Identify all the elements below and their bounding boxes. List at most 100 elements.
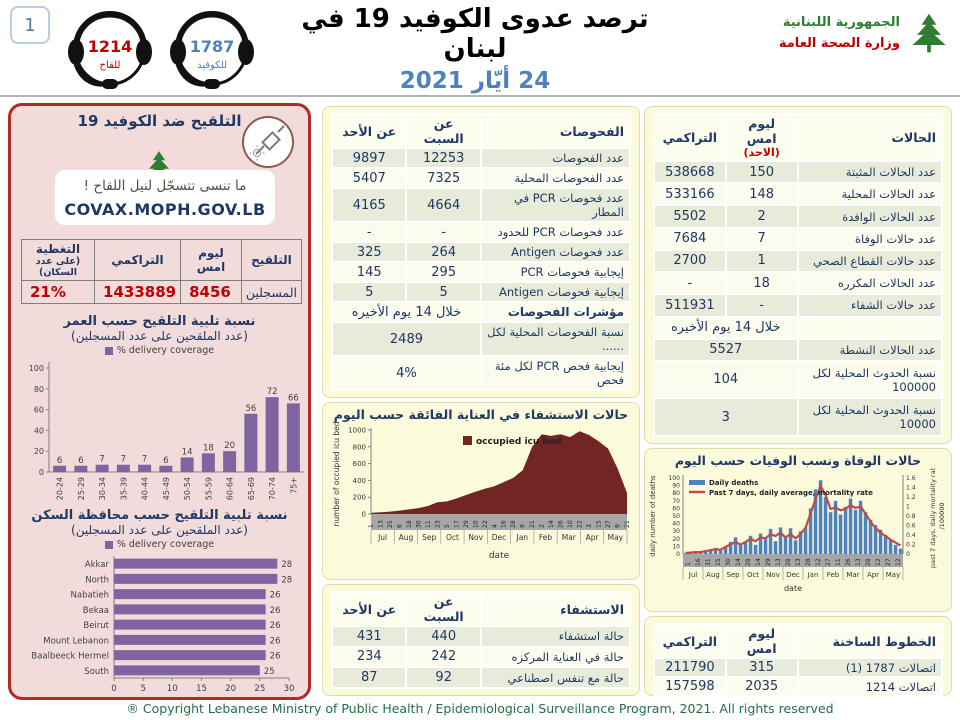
syringe-icon: [242, 116, 294, 168]
svg-text:7: 7: [99, 455, 104, 465]
headset-icon: 1787 للكوفيد: [170, 11, 254, 89]
row-label: إيجابية فحوصات Antigen: [479, 281, 632, 304]
svg-text:Sep: Sep: [726, 571, 740, 579]
svg-text:26: 26: [270, 652, 281, 662]
cases-table: الحالات ليوم امس (الاحد) التراكمي عدد الحالا…: [653, 113, 944, 437]
svg-text:Nov: Nov: [766, 571, 780, 579]
value-cell: 315: [724, 657, 799, 678]
svg-text:80: 80: [34, 385, 44, 394]
row-label: إيجابية فحوصات PCR: [479, 261, 632, 284]
svg-text:Mar: Mar: [562, 533, 577, 542]
svg-text:1.2: 1.2: [906, 494, 916, 501]
svg-text:past 7 days, daily mortality r: past 7 days, daily mortality rate: [929, 468, 937, 568]
svg-text:0.8: 0.8: [906, 513, 916, 520]
svg-text:26: 26: [270, 591, 281, 601]
bar: [244, 413, 258, 472]
tests-box: الفحوصات عن السبت عن الأحد عدد الفحوصات 1225…: [322, 106, 640, 398]
value-cell: 18: [724, 271, 799, 296]
value-cell: 234: [330, 645, 408, 669]
value-cell: 21%: [20, 280, 96, 304]
svg-text:75+: 75+: [289, 477, 298, 494]
svg-text:/100000: /100000: [938, 502, 946, 529]
hospitalization-box: الاستشفاء عن السبت عن الأحد حالة استشفاء 440…: [322, 584, 640, 696]
svg-text:6: 6: [78, 456, 83, 466]
header-cell: عن السبت: [405, 591, 482, 627]
table-row: عدد فحوصات PCR للحدود - -: [330, 220, 632, 244]
page-number: 1: [24, 14, 36, 36]
row-label: عدد الحالات المحلية: [796, 182, 944, 207]
svg-text:30-34: 30-34: [98, 477, 107, 500]
svg-text:26: 26: [558, 520, 565, 528]
cases-table: الحالات ليوم امس (الاحد) التراكمي عدد الحالا…: [653, 113, 944, 437]
header-cell: التغطية (على عدد السكان): [20, 239, 96, 281]
svg-text:Daily deaths: Daily deaths: [709, 479, 758, 487]
svg-text:date: date: [489, 551, 510, 561]
svg-text:4: 4: [491, 524, 498, 528]
bar: [223, 451, 237, 472]
svg-text:28: 28: [510, 520, 517, 528]
svg-text:12: 12: [875, 558, 882, 566]
mortality-line: [685, 483, 902, 555]
row-label: [796, 315, 944, 340]
deaths-chart-svg: 010203040506070809010000.20.40.60.811.21…: [649, 464, 946, 593]
svg-text:18: 18: [406, 520, 413, 528]
covax-url[interactable]: COVAX.MOPH.GOV.LB: [64, 200, 266, 219]
logo-line-2: وزارة الصحة العامة: [778, 36, 900, 51]
svg-text:60: 60: [672, 505, 680, 512]
bar: [74, 465, 88, 472]
svg-text:2: 2: [539, 524, 546, 528]
hotlines-table: الخطوط الساخنة ليوم امس التراكمي اتصالات 17…: [653, 623, 944, 697]
svg-text:30: 30: [672, 528, 680, 535]
svg-text:6: 6: [163, 456, 168, 466]
svg-text:Jul: Jul: [688, 571, 698, 579]
table-row: مؤشرات الفحوصات خلال 14 يوم الأخيره: [331, 301, 632, 324]
svg-text:65-69: 65-69: [247, 477, 256, 500]
svg-text:13: 13: [795, 558, 802, 566]
svg-text:10: 10: [672, 543, 680, 550]
vaccination-panel-title: التلقيح ضد الكوفيد 19: [77, 112, 242, 130]
header-cell: عن الأحد: [330, 113, 408, 149]
svg-text:13: 13: [377, 520, 384, 528]
deaths-chart-box: حالات الوفاة ونسب الوفيات حسب اليوم 0 10 2…: [644, 448, 952, 612]
table-header-row: الخطوط الساخنة ليوم امس التراكمي: [653, 623, 944, 659]
svg-text:27: 27: [605, 520, 612, 528]
header-cell: ليوم امس: [180, 239, 242, 281]
chart-legend: % delivery coverage: [17, 539, 302, 550]
svg-text:60: 60: [34, 406, 44, 415]
table-row: المسجلين 8456 1433889 21%: [20, 280, 303, 304]
value-cell: خلال 14 يوم الأخيره: [653, 315, 799, 340]
row-label: عدد فحوصات PCR في المطار: [479, 187, 632, 223]
svg-text:9: 9: [520, 524, 527, 528]
svg-text:Nabatieh: Nabatieh: [71, 591, 109, 601]
value-cell: 2: [724, 204, 799, 229]
header-cell: الفحوصات: [479, 113, 632, 149]
svg-text:13: 13: [775, 558, 782, 566]
svg-text:11: 11: [835, 558, 842, 566]
svg-text:100: 100: [29, 364, 44, 373]
header-cell: التراكمي: [653, 623, 727, 659]
bar: [114, 604, 266, 615]
svg-text:occupied icu bed: occupied icu bed: [476, 437, 561, 447]
deaths-chart-title: حالات الوفاة ونسب الوفيات حسب اليوم: [674, 453, 922, 468]
value-cell: 5: [405, 281, 482, 304]
vaccine-hotline-number: 1214: [88, 37, 133, 56]
svg-text:25: 25: [264, 667, 275, 677]
value-cell: 2489: [331, 321, 482, 358]
legend-swatch: [104, 346, 113, 355]
svg-text:South: South: [84, 667, 109, 677]
svg-text:15: 15: [196, 684, 207, 694]
svg-text:Aug: Aug: [706, 571, 720, 579]
value-cell: 145: [330, 261, 408, 284]
age-chart-svg: 0 20 40 60 80 100 6 20-24 6 25-29 7 30-34 7 35-39 7 40-…: [29, 362, 304, 500]
svg-text:17: 17: [453, 520, 460, 528]
table-row: نسبة الفحوصات المحلية لكل ...... 2489: [331, 321, 632, 358]
svg-text:Nov: Nov: [468, 533, 483, 542]
vaccination-panel: التلقيح ضد الكوفيد 19: [8, 103, 311, 700]
svg-text:30: 30: [415, 520, 422, 528]
header-cell: التراكمي: [653, 113, 727, 162]
svg-text:Oct: Oct: [747, 571, 759, 579]
svg-text:26: 26: [845, 558, 852, 566]
svg-text:Feb: Feb: [827, 571, 840, 579]
svg-text:31: 31: [705, 558, 712, 566]
row-label: اتصالات 1214: [796, 676, 944, 697]
